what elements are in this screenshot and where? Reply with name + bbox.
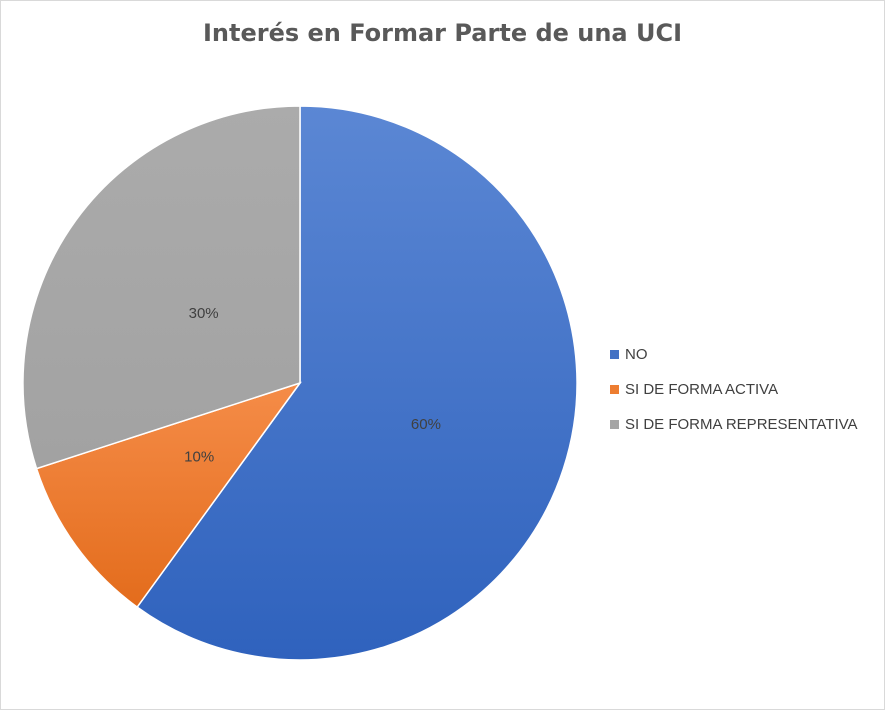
- legend-label: SI DE FORMA REPRESENTATIVA: [625, 416, 858, 433]
- data-label-si-de-forma-activa: 10%: [184, 448, 214, 465]
- pie-slice-no: [136, 105, 578, 661]
- chart-legend: NO SI DE FORMA ACTIVA SI DE FORMA REPRESEN…: [610, 337, 858, 442]
- data-label-si-de-forma-representativa: 30%: [189, 305, 219, 322]
- legend-label: NO: [625, 346, 648, 363]
- legend-item-no: NO: [610, 337, 858, 372]
- pie-slice-si-de-forma-representativa: [22, 105, 301, 470]
- data-label-no: 60%: [411, 416, 441, 433]
- legend-item-si-de-forma-activa: SI DE FORMA ACTIVA: [610, 372, 858, 407]
- legend-label: SI DE FORMA ACTIVA: [625, 381, 779, 398]
- chart-title: Interés en Formar Parte de una UCI: [202, 19, 683, 47]
- legend-swatch: [610, 350, 619, 359]
- legend-swatch: [610, 420, 619, 429]
- legend-swatch: [610, 385, 619, 394]
- pie-slice-si-de-forma-activa: [35, 381, 302, 609]
- legend-item-si-de-forma-representativa: SI DE FORMA REPRESENTATIVA: [610, 407, 858, 442]
